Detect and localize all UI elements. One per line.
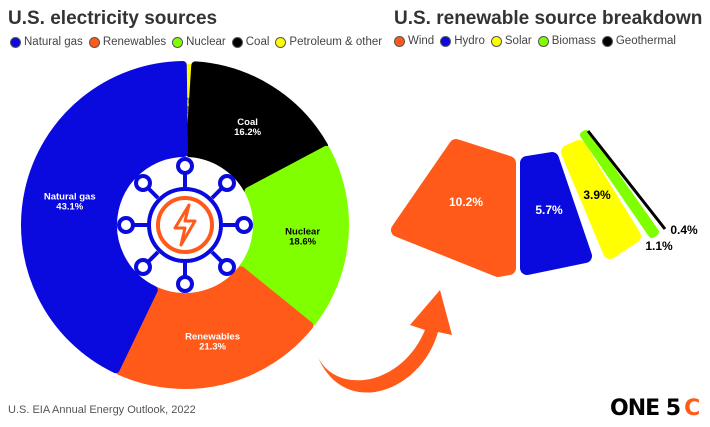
legend-item: Petroleum & other [275,36,382,48]
legend-item: Nuclear [172,36,226,48]
slice-renewables [115,266,314,389]
legend-swatch [394,35,405,47]
legend-item: Renewables [88,36,167,48]
slice-name-label: Petroleum & other [147,95,230,106]
hydro-segment [520,152,592,275]
left-chart-title: U.S. electricity sources [8,8,218,29]
slice-value-label: 18.6% [289,237,316,248]
legend-label: Renewables [102,36,167,48]
biomass-label: 1.1% [645,239,673,253]
slice-value-label: 43.1% [56,202,83,213]
power-hub-icon [117,157,253,293]
geothermal-label: 0.4% [670,223,698,237]
legend-label: Solar [504,35,532,47]
slice-coal [185,61,329,194]
legend-item: Coal [231,36,270,48]
logo-main: ONE 5 [610,396,681,421]
legend-swatch [172,36,184,48]
legend-item: Wind [394,35,434,47]
logo-accent: C [684,396,700,421]
legend-swatch [275,36,287,48]
slice-value-label: 21.3% [199,342,226,353]
slice-name-label: Coal [237,117,258,128]
legend-swatch [231,36,243,48]
right-chart-title: U.S. renewable source breakdown [394,8,703,29]
legend-item: Solar [490,35,532,47]
slice-name-label: Renewables [185,332,240,343]
legend-swatch [88,36,100,48]
legend-label: Biomass [551,35,596,47]
slice-value-label: 16.2% [234,127,261,138]
slice-value-label: 0.8% [177,105,199,116]
legend-swatch [537,35,549,47]
slice-name-label: Natural gas [44,192,96,203]
wind-segment [391,139,516,277]
legend-item: Geothermal [601,35,676,47]
renewable-breakdown [391,130,667,277]
slice-name-label: Nuclear [285,227,320,238]
lightning-icon [173,203,197,247]
slice-natural-gas [21,61,188,374]
hydro-label: 5.7% [535,203,563,217]
legend-swatch [601,35,613,47]
slice-nuclear [238,145,349,327]
curved-arrow [316,290,452,393]
right-legend: Wind Hydro Solar Biomass Geothermal [394,35,682,47]
legend-label: Natural gas [24,36,83,48]
legend-item: Hydro [440,35,485,47]
source-note: U.S. EIA Annual Energy Outlook, 2022 [8,404,196,416]
legend-label: Nuclear [186,36,226,48]
legend-label: Wind [408,35,435,47]
legend-label: Geothermal [615,35,676,47]
legend-swatch [10,36,21,48]
legend-item: Biomass [537,35,596,47]
wind-label: 10.2% [449,195,483,209]
legend-swatch [490,35,502,47]
solar-segment [561,140,641,259]
legend-label: Hydro [454,35,485,47]
legend-label: Petroleum & other [289,36,383,48]
geothermal-segment [586,130,667,230]
legend-swatch [440,35,452,47]
solar-label: 3.9% [583,188,611,202]
legend-item: Natural gas [10,36,83,48]
legend-label: Coal [245,36,270,48]
left-legend: Natural gas Renewables Nuclear Coal Petroleu… [10,36,388,48]
biomass-segment [580,130,659,238]
